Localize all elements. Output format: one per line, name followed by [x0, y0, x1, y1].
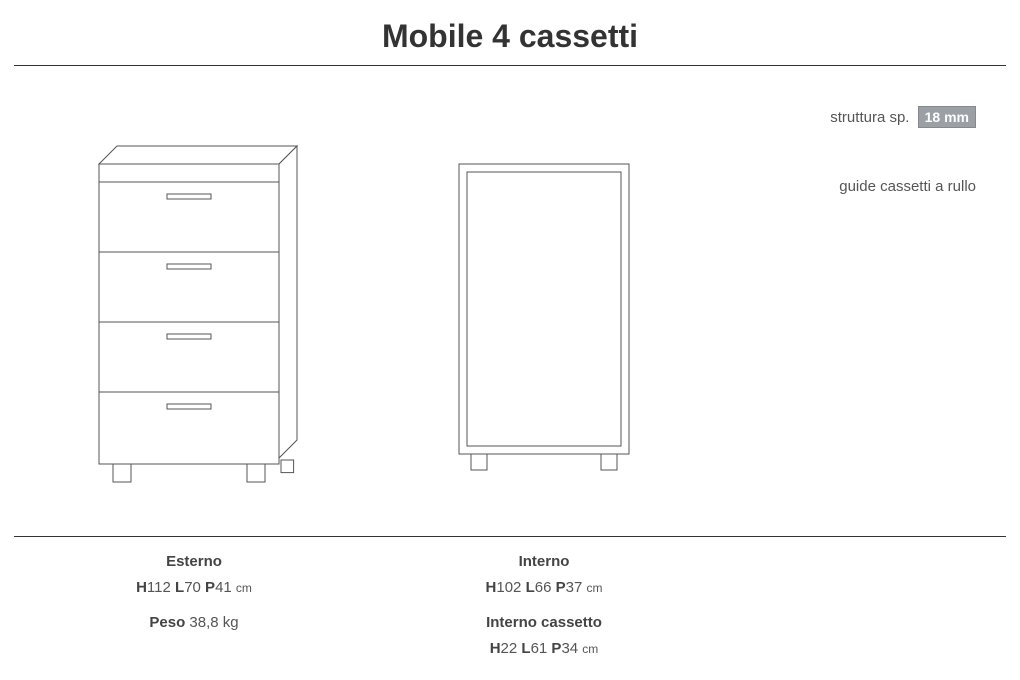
peso-label: Peso	[149, 614, 185, 631]
col-interno	[374, 96, 714, 536]
labels-row: Esterno H112 L70 P41 cm Peso 38,8 kg Int…	[0, 537, 1020, 661]
cassetto-L: 61	[531, 640, 548, 657]
label-cassetto-dims: H22 L61 P34 cm	[374, 636, 714, 662]
label-esterno-title: Esterno	[14, 549, 374, 575]
label-cassetto-title: Interno cassetto	[374, 610, 714, 636]
svg-esterno	[79, 136, 309, 486]
peso-value: 38,8 kg	[189, 614, 238, 631]
interno-unit: cm	[586, 581, 602, 595]
col-esterno	[14, 96, 374, 536]
spec-structure-badge: 18 mm	[918, 106, 976, 128]
spec-structure: struttura sp. 18 mm	[714, 106, 1006, 128]
page-title: Mobile 4 cassetti	[0, 0, 1020, 65]
label-interno-dims: H102 L66 P37 cm	[374, 575, 714, 601]
cassetto-P: 34	[561, 640, 578, 657]
label-esterno-dims: H112 L70 P41 cm	[14, 575, 374, 601]
drawing-esterno	[14, 106, 374, 486]
spec-structure-label: struttura sp.	[830, 109, 909, 126]
interno-P: 37	[566, 579, 583, 596]
drawing-interno	[374, 106, 714, 486]
interno-L: 66	[535, 579, 552, 596]
esterno-unit: cm	[236, 581, 252, 595]
esterno-P: 41	[215, 579, 232, 596]
svg-interno	[444, 156, 644, 486]
cassetto-unit: cm	[582, 642, 598, 656]
interno-H: 102	[496, 579, 521, 596]
esterno-H: 112	[147, 579, 171, 596]
label-esterno: Esterno H112 L70 P41 cm Peso 38,8 kg	[14, 549, 374, 661]
spec-guide: guide cassetti a rullo	[714, 178, 1006, 195]
esterno-L: 70	[184, 579, 201, 596]
label-interno-title: Interno	[374, 549, 714, 575]
label-interno: Interno H102 L66 P37 cm Interno cassetto…	[374, 549, 714, 661]
cassetto-H: 22	[501, 640, 518, 657]
label-esterno-peso: Peso 38,8 kg	[14, 610, 374, 636]
col-specs: struttura sp. 18 mm guide cassetti a rul…	[714, 96, 1006, 536]
content-row: struttura sp. 18 mm guide cassetti a rul…	[0, 66, 1020, 536]
